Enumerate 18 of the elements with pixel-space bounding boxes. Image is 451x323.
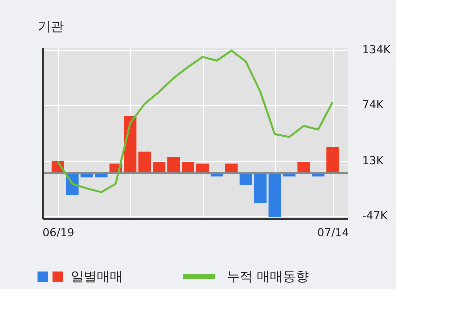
x-tick-label: 07/14 bbox=[318, 226, 350, 240]
legend-label: 일별매매 bbox=[71, 270, 123, 285]
bar bbox=[326, 147, 340, 174]
y-tick-label: 13K bbox=[362, 154, 384, 168]
bar bbox=[168, 157, 180, 174]
legend-label: 누적 매매동향 bbox=[227, 270, 310, 285]
y-tick-label: 134K bbox=[362, 43, 392, 56]
bar bbox=[138, 152, 152, 174]
x-tick-label: 06/19 bbox=[42, 226, 74, 240]
y-tick-label: 74K bbox=[362, 98, 384, 112]
bar bbox=[240, 173, 252, 185]
bar bbox=[182, 162, 195, 174]
bar bbox=[254, 173, 267, 204]
line-series bbox=[57, 50, 334, 194]
bar bbox=[153, 162, 166, 174]
chart-title: 기관 bbox=[38, 20, 64, 35]
y-tick-label: -47K bbox=[362, 210, 388, 223]
bar bbox=[298, 162, 310, 174]
